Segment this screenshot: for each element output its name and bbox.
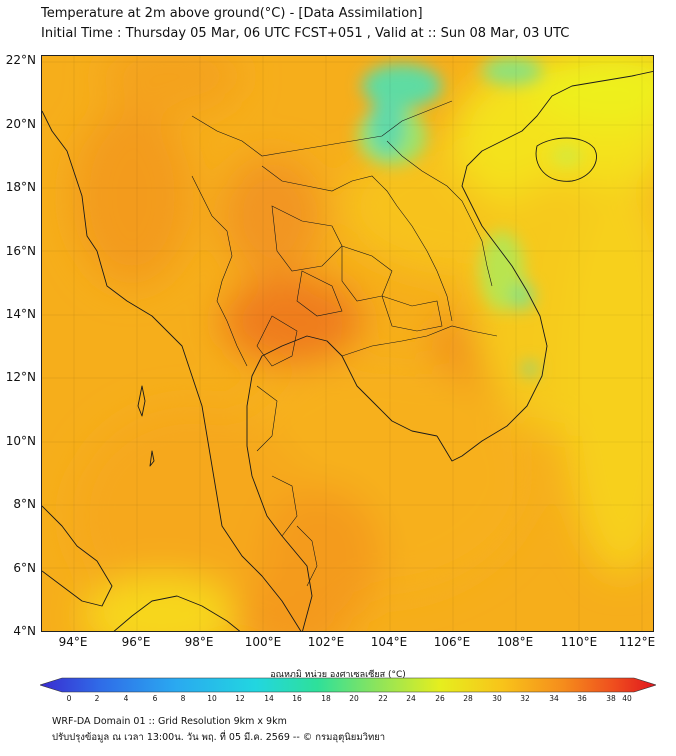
colorbar-label-26: 26 [435,694,445,703]
colorbar-title: อุณหภูมิ หน่วย องศาเซลเซียส (°C) [270,670,406,680]
colorbar-label-6: 6 [152,694,158,703]
temperature-map[interactable] [41,55,654,632]
colorbar-label-0: 0 [66,694,72,703]
lat-tick-10: 10°N [5,434,36,448]
lat-tick-6: 6°N [13,561,36,575]
lon-tick-98: 98°E [184,635,214,649]
lat-tick-22: 22°N [5,53,36,67]
lon-tick-110: 110°E [560,635,598,649]
lon-tick-102: 102°E [307,635,345,649]
colorbar-label-20: 20 [349,694,359,703]
lon-tick-96: 96°E [121,635,151,649]
colorbar-label-22: 22 [378,694,388,703]
footer-update-info: ปรับปรุงข้อมูล ณ เวลา 13:00น. วัน พฤ. ที… [52,732,386,743]
lat-tick-8: 8°N [13,497,36,511]
colorbar-label-24: 24 [406,694,416,703]
lat-tick-16: 16°N [5,244,36,258]
colorbar-label-4: 4 [123,694,129,703]
temperature-field [42,56,653,631]
colorbar-label-34: 34 [549,694,559,703]
colorbar-label-12: 12 [235,694,245,703]
colorbar-label-36: 36 [577,694,587,703]
border-layer [191,100,498,587]
map-title: Temperature at 2m above ground(°C) - [Da… [41,6,423,21]
colorbar-label-18: 18 [321,694,331,703]
colorbar-label-32: 32 [520,694,530,703]
graticule [42,56,653,631]
lon-tick-112: 112°E [618,635,656,649]
colorbar-label-16: 16 [292,694,302,703]
colorbar [40,677,656,693]
lat-tick-18: 18°N [5,180,36,194]
lon-tick-94: 94°E [58,635,88,649]
colorbar-label-38: 38 [606,694,616,703]
lon-tick-106: 106°E [433,635,471,649]
colorbar-label-10: 10 [207,694,217,703]
lat-tick-12: 12°N [5,370,36,384]
lat-tick-14: 14°N [5,307,36,321]
lat-tick-4: 4°N [13,624,36,638]
colorbar-label-14: 14 [264,694,274,703]
colorbar-label-40: 40 [622,694,632,703]
colorbar-label-8: 8 [180,694,186,703]
lat-tick-20: 20°N [5,117,36,131]
colorbar-label-30: 30 [492,694,502,703]
colorbar-label-2: 2 [94,694,100,703]
colorbar-label-28: 28 [463,694,473,703]
lon-tick-108: 108°E [496,635,534,649]
footer-model-info: WRF-DA Domain 01 :: Grid Resolution 9km … [52,716,287,727]
map-subtitle: Initial Time : Thursday 05 Mar, 06 UTC F… [41,26,570,41]
lon-tick-100: 100°E [244,635,282,649]
coastline-layer [42,70,653,631]
lon-tick-104: 104°E [370,635,408,649]
